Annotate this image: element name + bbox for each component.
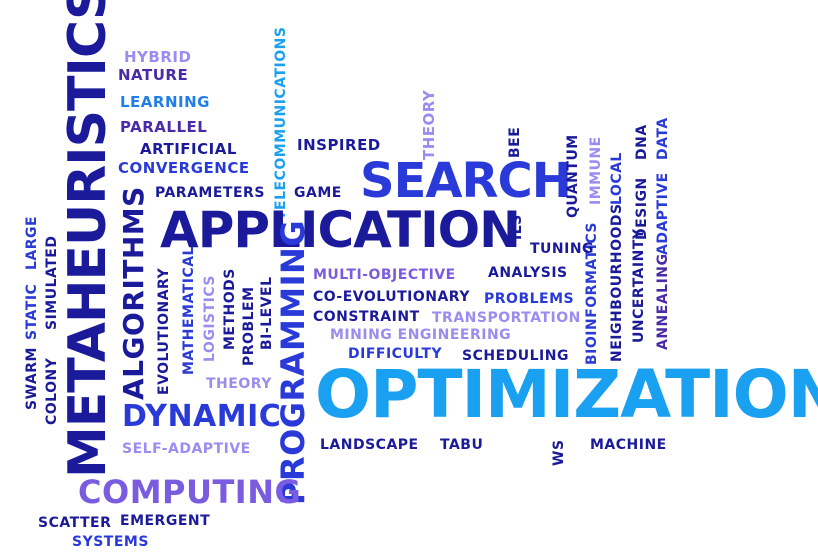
word-analysis: ANALYSIS [488, 265, 568, 281]
word-static: STATIC [24, 283, 40, 340]
word-transportation: TRANSPORTATION [432, 310, 581, 326]
word-search: SEARCH [360, 153, 572, 209]
word-theory-top: THEORY [420, 89, 438, 160]
word-mining-engineering: MINING ENGINEERING [330, 327, 512, 343]
word-methods: METHODS [222, 268, 238, 350]
word-evolutionary: EVOLUTIONARY [156, 267, 172, 395]
word-landscape: LANDSCAPE [320, 437, 419, 453]
word-self-adaptive: SELF-ADAPTIVE [122, 441, 251, 457]
word-uncertainty: UNCERTAINTY [631, 228, 647, 344]
word-adaptive: ADAPTIVE [655, 172, 671, 255]
word-tabu: TABU [440, 437, 484, 453]
word-machine: MACHINE [590, 437, 667, 453]
word-hybrid: HYBRID [124, 48, 192, 66]
word-simulated: SIMULATED [44, 235, 60, 331]
word-metaheuristics: METAHEURISTICS [58, 0, 118, 478]
word-convergence: CONVERGENCE [118, 159, 250, 177]
word-ws: WS [551, 439, 567, 466]
word-constraint: CONSTRAINT [313, 309, 420, 325]
word-difficulty: DIFFICULTY [348, 346, 443, 362]
word-telecommunications: TELECOMMUNICATIONS [273, 26, 289, 220]
word-mathematical: MATHEMATICAL [181, 246, 197, 375]
word-logistics: LOGISTICS [202, 275, 218, 362]
word-bi-level: BI-LEVEL [259, 276, 275, 351]
word-scatter: SCATTER [38, 515, 112, 531]
word-systems: SYSTEMS [72, 534, 149, 550]
word-local: LOCAL [609, 152, 625, 205]
word-computing: COMPUTING [78, 473, 302, 511]
word-inspired: INSPIRED [297, 136, 381, 154]
word-scheduling: SCHEDULING [462, 348, 569, 364]
word-quantum: QUANTUM [565, 134, 581, 218]
word-game: GAME [294, 185, 342, 201]
word-programming: PROGRAMMING [274, 219, 312, 505]
word-data: DATA [655, 117, 671, 160]
word-immune: IMMUNE [588, 136, 604, 205]
word-neighbourhoods: NEIGHBOURHOODS [609, 203, 625, 362]
word-algorithms: ALGORITHMS [117, 186, 150, 400]
word-theory-bottom: THEORY [206, 376, 272, 392]
word-emergent: EMERGENT [120, 513, 211, 529]
word-colony: COLONY [44, 357, 60, 425]
word-learning: LEARNING [120, 93, 210, 111]
word-tuning: TUNING [530, 241, 595, 257]
word-artificial: ARTIFICIAL [140, 140, 237, 158]
word-problem: PROBLEM [241, 286, 257, 366]
word-parallel: PARALLEL [120, 118, 208, 136]
word-dna: DNA [634, 124, 650, 160]
word-co-evolutionary: CO-EVOLUTIONARY [313, 289, 470, 305]
word-dynamic: DYNAMIC [122, 399, 282, 434]
word-optimization: OPTIMIZATION [315, 356, 818, 433]
word-multi-objective: MULTI-OBJECTIVE [313, 267, 456, 283]
word-problems: PROBLEMS [484, 291, 575, 307]
word-ils: ILS [509, 214, 525, 240]
word-annealing: ANNEALING [655, 253, 671, 350]
word-swarm: SWARM [24, 347, 40, 410]
word-large: LARGE [24, 215, 40, 270]
word-parameters: PARAMETERS [155, 185, 265, 201]
word-application: APPLICATION [160, 201, 521, 259]
word-nature: NATURE [118, 66, 189, 84]
